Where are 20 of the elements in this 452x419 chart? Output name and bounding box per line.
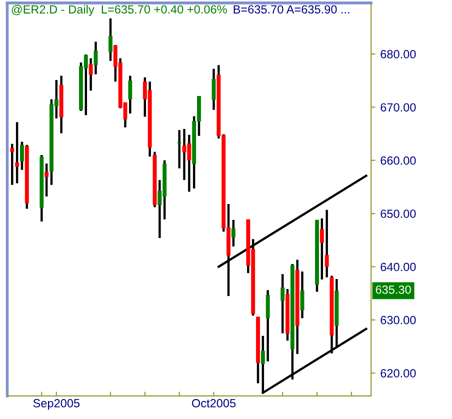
y-tick-label: 620.00: [380, 369, 416, 378]
candlestick: [300, 270, 304, 320]
y-tick-label: 640.00: [380, 262, 416, 272]
text: 635.30: [376, 285, 411, 294]
candlestick: [280, 273, 285, 334]
candlestick: [128, 74, 132, 115]
y-tick-label: 650.00: [380, 210, 416, 218]
candlestick: [108, 17, 112, 62]
y-tick-label: 680.00: [380, 50, 416, 58]
chart-subtitle: B=635.70 A=635.90 ...: [234, 5, 350, 14]
y-tick-label: 660.00: [380, 156, 416, 165]
candlestick: [231, 218, 236, 248]
chart-title: @ER2.D - Daily L=635.70 +0.40 +0.06%: [12, 4, 227, 16]
y-tick-label: 670.00: [380, 103, 416, 112]
x-tick-label: Oct2005: [192, 399, 236, 408]
candlestick: [44, 162, 49, 198]
candlestick: [20, 140, 24, 172]
y-tick-label: 630.00: [380, 316, 416, 324]
x-tick-label: Sep2005: [33, 399, 80, 410]
candlestick: [15, 120, 20, 184]
